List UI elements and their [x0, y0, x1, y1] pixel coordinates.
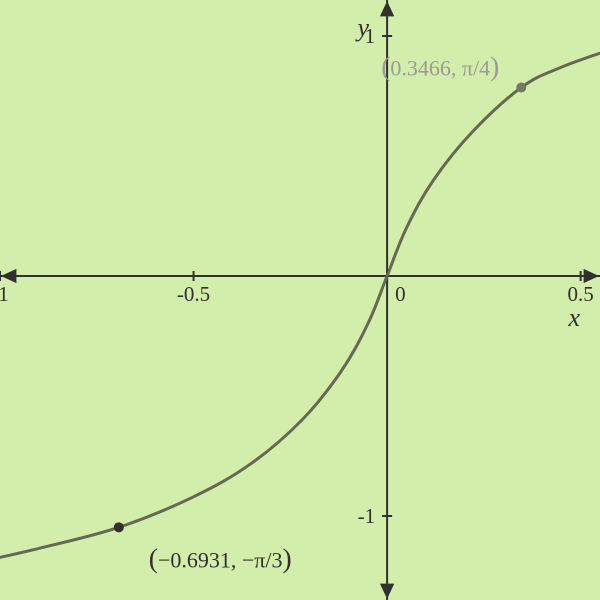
- data-point: [516, 83, 526, 93]
- x-tick-label: -0.5: [177, 282, 210, 306]
- y-axis-label: y: [355, 13, 370, 42]
- x-axis-label: x: [567, 303, 580, 332]
- xy-chart: -1-0.500.5-11xy(0.3466, π/4)(−0.6931, −π…: [0, 0, 600, 600]
- chart-background: [0, 0, 600, 600]
- x-tick-label: 0: [395, 282, 406, 306]
- data-point-label: (0.3466, π/4): [381, 51, 499, 82]
- x-tick-label: -1: [0, 282, 9, 306]
- data-point-label: (−0.6931, −π/3): [149, 542, 292, 573]
- data-point: [114, 522, 124, 532]
- y-tick-label: -1: [358, 504, 376, 528]
